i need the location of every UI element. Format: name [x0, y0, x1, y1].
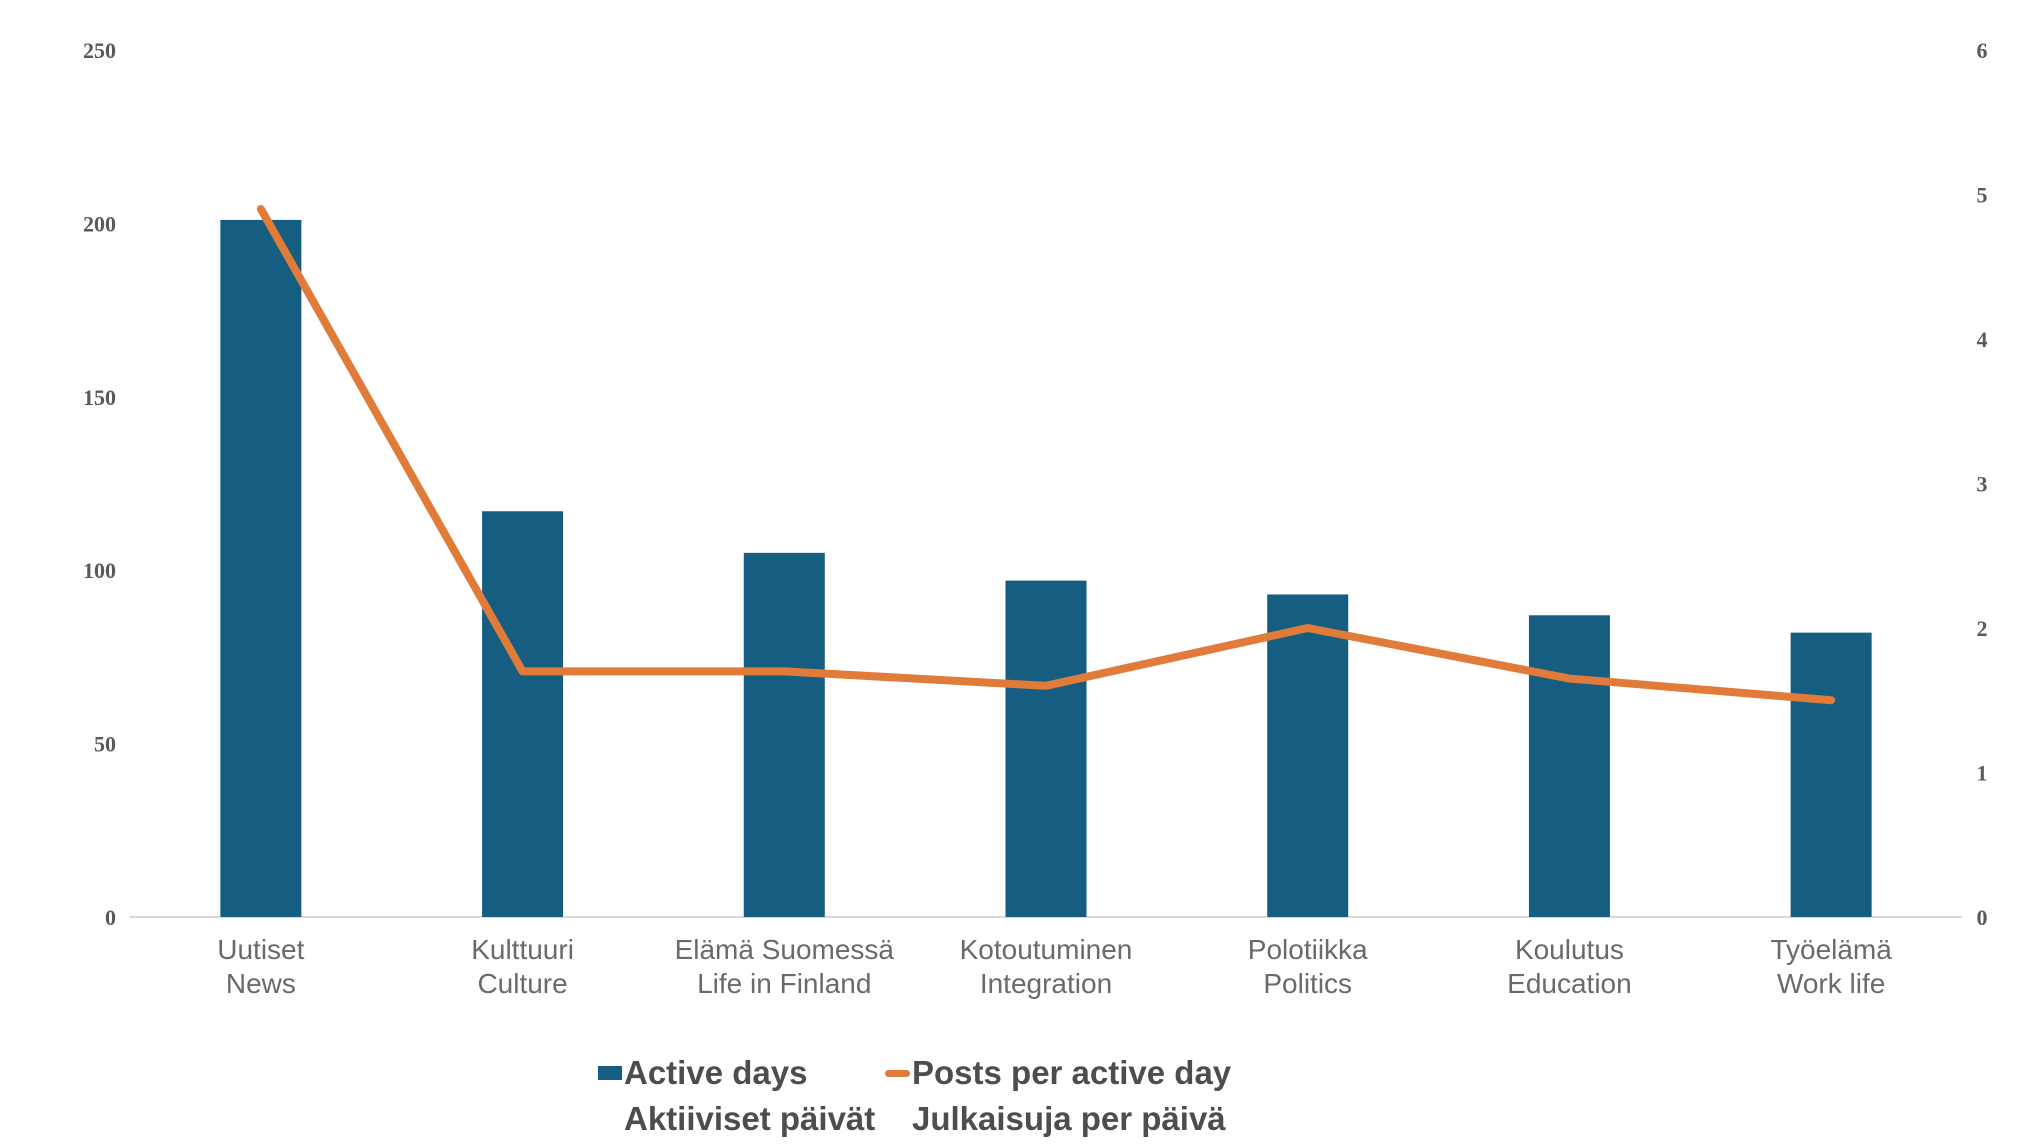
category-label-news: Uutiset News — [217, 934, 304, 999]
bar-swatch-icon — [598, 1066, 622, 1080]
bar-integration — [1005, 580, 1087, 917]
category-label-culture: Kulttuuri Culture — [471, 934, 574, 999]
category-label-work-life: Työelämä Work life — [1770, 934, 1892, 999]
legend-label-en: Posts per active day — [912, 1054, 1232, 1091]
right-axis-tick: 1 — [1977, 761, 1988, 786]
right-axis-tick: 5 — [1977, 183, 1988, 208]
bar-culture — [482, 511, 564, 917]
posts-per-active-day-line — [256, 204, 1836, 705]
left-axis-tick: 200 — [83, 211, 116, 236]
bar-politics — [1267, 594, 1349, 917]
right-axis-tick: 6 — [1977, 38, 1988, 63]
right-axis-tick: 0 — [1977, 905, 1988, 930]
legend-item-label: Posts per active day Julkaisuja per päiv… — [912, 1050, 1231, 1142]
left-axis-tick: 50 — [94, 732, 116, 757]
right-axis-tick: 3 — [1977, 472, 1988, 497]
category-label-integration: Kotoutuminen Integration — [960, 934, 1133, 999]
legend-label-en: Active days — [624, 1054, 808, 1091]
right-axis-tick: 2 — [1977, 616, 1988, 641]
bar-life-in-finland — [743, 552, 825, 917]
bar-work-life — [1790, 632, 1872, 917]
line-swatch-icon — [885, 1070, 910, 1077]
bar-education — [1528, 615, 1610, 917]
left-axis-tick: 250 — [83, 38, 116, 63]
bar-news — [220, 219, 302, 917]
left-axis-tick: 100 — [83, 558, 116, 583]
category-label-education: Koulutus Education — [1507, 934, 1632, 999]
legend-item-active-days: Active days Aktiiviset päivät — [598, 1050, 875, 1142]
left-axis-tick: 150 — [83, 385, 116, 410]
category-label-life-in-finland: Elämä Suomessä Life in Finland — [675, 934, 895, 999]
right-axis-tick: 4 — [1977, 327, 1988, 352]
legend-label-fi: Aktiiviset päivät — [624, 1100, 876, 1137]
legend-item-posts-per-day: Posts per active day Julkaisuja per päiv… — [885, 1050, 1231, 1142]
left-axis-tick: 0 — [105, 905, 116, 930]
legend-item-label: Active days Aktiiviset päivät — [624, 1050, 875, 1142]
category-label-politics: Polotiikka Politics — [1248, 934, 1368, 999]
legend-label-fi: Julkaisuja per päivä — [912, 1100, 1226, 1137]
